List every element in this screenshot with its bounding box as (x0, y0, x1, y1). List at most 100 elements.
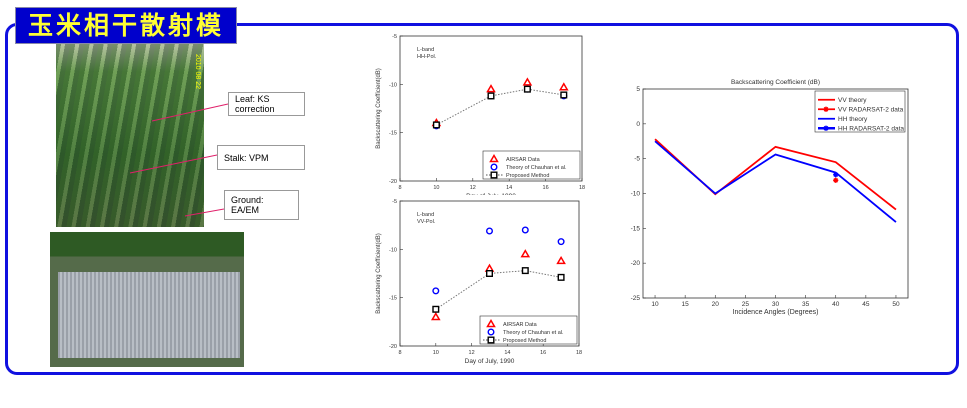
legend-marker (486, 319, 496, 328)
x-tick-label: 18 (576, 350, 582, 356)
legend-marker (823, 106, 829, 112)
legend-marker (823, 125, 829, 131)
y-axis-label: Backscattering Coefficient(dB) (376, 233, 382, 314)
data-point (522, 77, 533, 86)
series-line (435, 270, 562, 310)
data-point (521, 226, 529, 234)
legend-marker (490, 163, 498, 171)
legend-label: VV RADARSAT-2 data (838, 106, 904, 113)
data-point (560, 91, 568, 99)
data-point (557, 238, 565, 246)
x-axis-label: Incidence Angles (Degrees) (733, 309, 819, 316)
x-tick-label: 50 (892, 301, 900, 308)
legend-marker (490, 171, 498, 179)
chart-annotation: VV-Pol. (417, 219, 436, 225)
x-tick-label: 16 (540, 350, 546, 356)
data-point (487, 92, 495, 100)
data-point (558, 82, 569, 91)
x-tick-label: 14 (506, 185, 512, 191)
x-tick-label: 16 (543, 185, 549, 191)
series-line (436, 88, 564, 126)
x-tick-label: 10 (433, 185, 439, 191)
y-tick-label: 5 (636, 86, 640, 93)
ground-pointer (184, 208, 225, 217)
series-line (654, 140, 897, 223)
y-tick-label: -25 (631, 295, 641, 302)
y-tick-label: -10 (389, 82, 397, 88)
legend-label: AIRSAR Data (503, 322, 538, 328)
data-point (520, 249, 531, 258)
legend-label: Proposed Method (506, 173, 549, 179)
data-point (432, 305, 440, 313)
legend-marker (487, 328, 495, 336)
data-point (485, 227, 493, 235)
chart-annotation: L-band (417, 212, 434, 218)
x-tick-label: 10 (651, 301, 659, 308)
x-tick-label: 8 (398, 185, 401, 191)
legend-label: HH RADARSAT-2 data (838, 125, 904, 132)
x-tick-label: 25 (742, 301, 750, 308)
x-tick-label: 12 (470, 185, 476, 191)
leaf-pointer (151, 103, 229, 122)
slide-frame (5, 23, 959, 375)
data-point (556, 255, 566, 265)
y-tick-label: -15 (631, 225, 641, 232)
y-axis-label: Backscattering Coefficient(dB) (376, 68, 382, 149)
stalk-pointer (129, 154, 218, 174)
chart-title: Backscattering Coefficient (dB) (731, 79, 820, 86)
chart-vv-pol: 8 10 12 14 16 18 -20 -15 -10 -5 Day of July, 1990 B… (376, 199, 582, 365)
x-tick-label: 12 (469, 350, 475, 356)
legend-label: VV theory (838, 97, 867, 104)
legend-marker (489, 154, 499, 163)
chart-hh-pol: 8 10 12 14 16 18 -20 -15 -10 -5 Day of July, 1990 B… (376, 34, 585, 195)
callout-ground: Ground: EA/EM (224, 190, 299, 220)
x-tick-label: 10 (433, 350, 439, 356)
legend-label: Theory of Chauhan et al. (506, 165, 567, 171)
x-tick-label: 15 (682, 301, 690, 308)
legend-label: AIRSAR Data (506, 157, 541, 163)
photo-date-stamp: 2010 08 22 (194, 54, 201, 90)
legend-marker (487, 336, 495, 344)
x-axis-label: Day of July, 1990 (466, 193, 516, 195)
y-tick-label: -10 (389, 247, 397, 253)
metal-plate-photo (50, 232, 244, 367)
data-point (833, 172, 839, 178)
data-point (486, 84, 496, 93)
y-tick-label: -20 (631, 260, 641, 267)
x-tick-label: 35 (802, 301, 810, 308)
chart-annotation: L-band (417, 47, 434, 53)
y-tick-label: 0 (636, 121, 640, 128)
legend-box (814, 90, 906, 133)
data-point (432, 121, 440, 129)
y-tick-label: -15 (389, 296, 397, 302)
x-tick-label: 18 (579, 185, 585, 191)
chart-incidence-angle: 10 15 20 25 30 35 40 45 50 -25 -20 -15 -10 -5 0 5 Incide… (631, 79, 909, 316)
y-tick-label: -5 (392, 199, 397, 205)
x-tick-label: 20 (712, 301, 720, 308)
x-tick-label: 40 (832, 301, 840, 308)
legend-box (479, 315, 578, 345)
x-tick-label: 8 (398, 350, 401, 356)
corn-field-photo: 2010 08 22 (56, 44, 204, 227)
y-tick-label: -5 (634, 156, 640, 163)
y-tick-label: -10 (631, 191, 641, 198)
callout-stalk: Stalk: VPM (217, 145, 305, 170)
chart-annotation: HH-Pol. (417, 54, 437, 60)
data-point (432, 287, 440, 295)
x-axis-label: Day of July, 1990 (465, 358, 515, 365)
data-point (430, 312, 441, 321)
data-point (557, 273, 565, 281)
y-tick-label: -5 (392, 34, 397, 40)
data-point (485, 269, 493, 277)
x-tick-label: 45 (862, 301, 870, 308)
metal-plate (58, 272, 240, 358)
legend-label: Theory of Chauhan et al. (503, 330, 564, 336)
data-point (833, 177, 839, 183)
legend-label: Proposed Method (503, 338, 546, 344)
y-tick-label: -20 (389, 179, 397, 185)
legend-label: HH theory (838, 116, 868, 123)
x-tick-label: 30 (772, 301, 780, 308)
y-tick-label: -15 (389, 131, 397, 137)
data-point (521, 267, 529, 275)
data-point (523, 85, 531, 93)
